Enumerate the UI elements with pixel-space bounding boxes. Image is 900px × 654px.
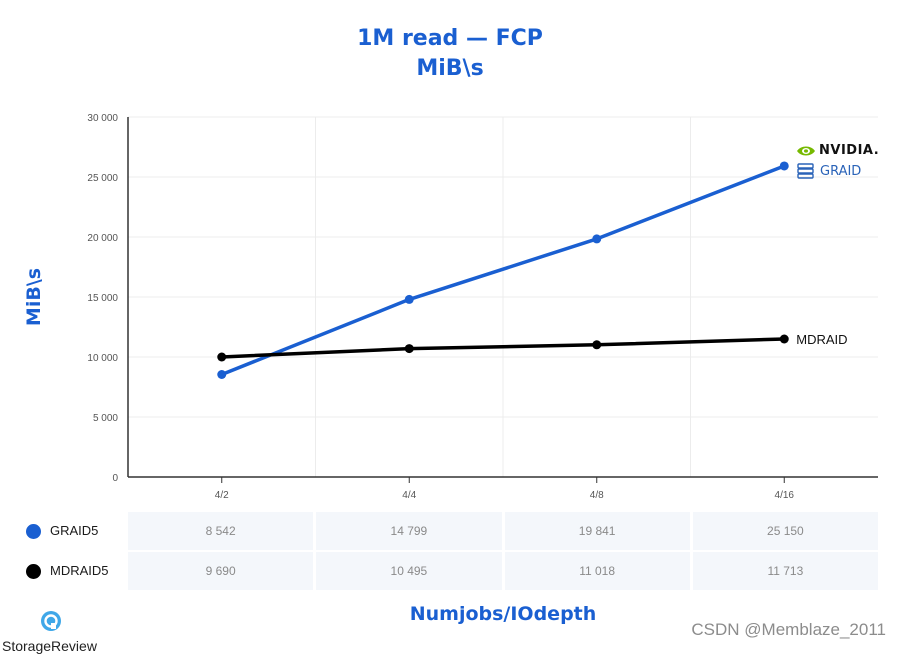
nvidia-eye-icon — [797, 146, 815, 155]
line-chart: 30 000 25 000 20 000 15 000 10 000 5 000 0 4/2 4… — [23, 113, 878, 501]
mdraid5-marker-icon — [26, 563, 41, 579]
data-point-mdraid5 — [779, 334, 789, 344]
graid5-marker-icon — [26, 523, 41, 539]
chart-title: 1M read — FCP — [357, 26, 543, 51]
x-tick-label: 4/2 — [215, 490, 229, 501]
legend-graid5-label: GRAID5 — [50, 523, 99, 538]
legend-graid5: GRAID5 — [26, 512, 98, 550]
data-point-mdraid5 — [592, 340, 602, 350]
graid-logo-text: GRAID — [820, 163, 862, 179]
storagereview-brand: StorageReview — [2, 610, 112, 654]
table-row-mdraid5: 9 690 10 495 11 018 11 713 — [128, 552, 878, 590]
table-cell: 9 690 — [128, 552, 314, 590]
y-tick-label: 15 000 — [87, 293, 118, 304]
mdraid-end-label: MDRAID — [796, 332, 847, 347]
nvidia-logo: NVIDIA. — [796, 143, 879, 158]
table-row-graid5: 8 542 14 799 19 841 25 150 — [128, 512, 878, 550]
graid-logo: GRAID — [796, 162, 879, 180]
table-cell: 10 495 — [316, 552, 502, 590]
y-tick-label: 10 000 — [87, 353, 118, 364]
y-tick-label: 30 000 — [87, 113, 118, 124]
series-line-mdraid5 — [221, 337, 785, 359]
table-cell: 19 841 — [504, 512, 690, 550]
y-axis-title: MiB\s — [23, 268, 45, 326]
x-tick-label: 4/4 — [402, 490, 416, 501]
legend-mdraid5-label: MDRAID5 — [50, 563, 109, 578]
table-cell: 14 799 — [316, 512, 502, 550]
data-point-graid5 — [217, 369, 227, 379]
brand-name: StorageReview — [2, 638, 97, 654]
data-point-graid5 — [592, 234, 602, 244]
data-point-mdraid5 — [404, 344, 414, 354]
y-tick-label: 20 000 — [87, 233, 118, 244]
data-point-graid5 — [779, 161, 789, 171]
graid-nvidia-logo: NVIDIA. GRAID — [796, 143, 879, 180]
x-axis-title: Numjobs/IOdepth — [409, 603, 597, 625]
y-tick-label: 5 000 — [93, 413, 118, 424]
watermark: CSDN @Memblaze_2011 — [691, 620, 886, 639]
series-line-graid5 — [221, 164, 785, 377]
y-tick-label: 0 — [112, 473, 118, 484]
nvidia-logo-text: NVIDIA. — [819, 143, 880, 158]
data-point-mdraid5 — [217, 352, 227, 362]
y-tick-label: 25 000 — [87, 173, 118, 184]
x-tick-label: 4/16 — [775, 490, 795, 501]
storagereview-logo-icon — [41, 611, 61, 631]
chart-subtitle: MiB\s — [416, 56, 484, 81]
data-point-graid5 — [404, 294, 414, 304]
x-tick-label: 4/8 — [590, 490, 604, 501]
table-cell: 8 542 — [128, 512, 314, 550]
table-cell: 11 713 — [692, 552, 878, 590]
legend-mdraid5: MDRAID5 — [26, 552, 109, 590]
table-cell: 25 150 — [692, 512, 878, 550]
table-cell: 11 018 — [504, 552, 690, 590]
graid-stack-icon — [797, 163, 814, 179]
